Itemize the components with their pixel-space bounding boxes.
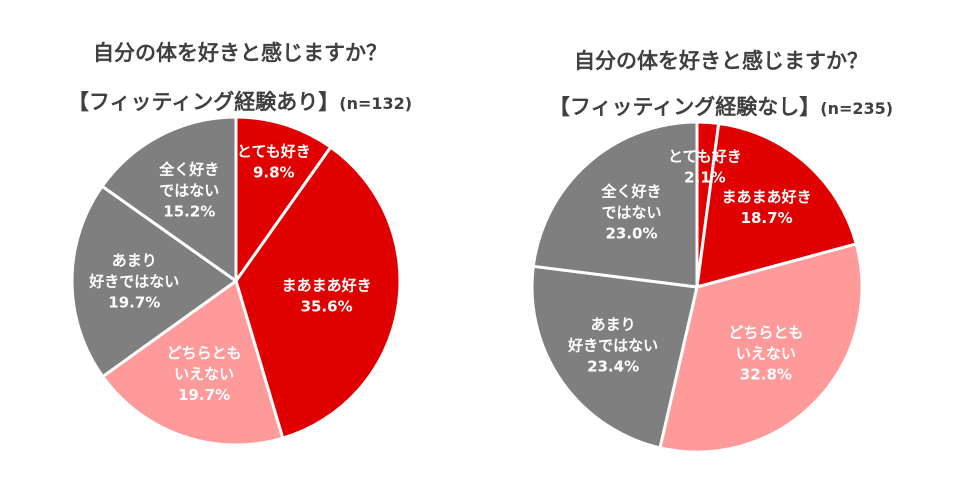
slice-category-label: ではない [159,182,219,200]
pie-slice [234,115,333,283]
slice-value-label: 19.7% [108,293,160,311]
slice-label: あまり好きではない 19.7% [88,251,179,311]
pie-chart-1: とても好き 9.8%まあまあ好き 35.6%どちらともいえない 19.7%あまり好きで… [70,115,402,447]
slice-label: 全く好きではない 15.2% [158,161,219,221]
slice-category-label: 好きではない [88,272,179,290]
slice-label: どちらともいえない 19.7% [167,344,242,404]
slice-label: まあまあ好き 35.6% [282,276,372,315]
slice-label: とても好き 9.8% [237,143,311,182]
slice-category-label: 全く好き [600,183,661,201]
slice-category-label: どちらとも [167,344,242,362]
chart-title-line2: 【フィッティング経験なし】(n=235) [481,91,961,121]
sample-size-label: (n=235) [820,99,894,118]
slice-value-label: 35.6% [301,297,353,315]
slice-category-label: 全く好き [158,161,219,179]
slice-value-label: 18.7% [741,209,793,227]
slice-value-label: 23.4% [587,358,639,376]
slice-label: 全く好きではない 23.0% [600,183,661,243]
slice-category-label: まあまあ好き [282,276,372,294]
slice-value-label: 19.7% [178,386,230,404]
slice-value-label: 32.8% [740,365,792,383]
slice-value-label: 23.0% [605,225,657,243]
pie-chart-2: とても好き 2.1% まあまあ好き 18.7% どちらともいえない 32.8% あまり好きで… [530,120,864,454]
slice-category-label: どちらとも [728,323,803,341]
chart-subtitle: 【フィッティング経験あり】 [67,90,340,114]
pie-slice [531,120,699,289]
pie-slice [100,115,238,283]
slice-category-label: あまり [112,251,157,269]
pie-slice [70,184,238,379]
pie-chart-panel-2: 自分の体を好きと感じますか？ 【フィッティング経験なし】(n=235) とても好… [481,0,961,482]
chart-title-line1: 自分の体を好きと感じますか？ [93,41,387,65]
sample-size-label: (n=132) [339,94,413,113]
slice-category-label: ではない [601,204,661,222]
chart-subtitle: 【フィッティング経験なし】 [548,95,821,119]
slice-category-label: とても好き [668,147,742,165]
slice-label: とても好き 2.1% [668,147,742,186]
slice-category-label: いえない [174,365,234,383]
slice-category-label: まあまあ好き [722,188,812,206]
slice-label: まあまあ好き 18.7% [722,188,812,227]
pie-slice [658,242,864,454]
pie-slice [234,145,402,440]
slice-value-label: 15.2% [163,203,215,221]
slice-category-label: 好きではない [567,337,658,355]
slice-category-label: とても好き [237,143,311,161]
pie-chart-panel-1: 自分の体を好きと感じますか？ 【フィッティング経験あり】(n=132) とても好… [0,0,480,482]
chart-title-line1: 自分の体を好きと感じますか？ [574,49,868,73]
slice-category-label: いえない [736,344,796,362]
slice-category-label: あまり [591,316,636,334]
slice-value-label: 2.1% [684,168,726,186]
slice-value-label: 9.8% [253,164,295,182]
slice-label: あまり好きではない 23.4% [567,316,658,376]
chart-title-line2: 【フィッティング経験あり】(n=132) [0,86,480,116]
pie-slice [695,121,858,289]
slice-label: どちらともいえない 32.8% [728,323,803,383]
pie-slice [101,279,285,447]
pie-slice [530,264,699,450]
